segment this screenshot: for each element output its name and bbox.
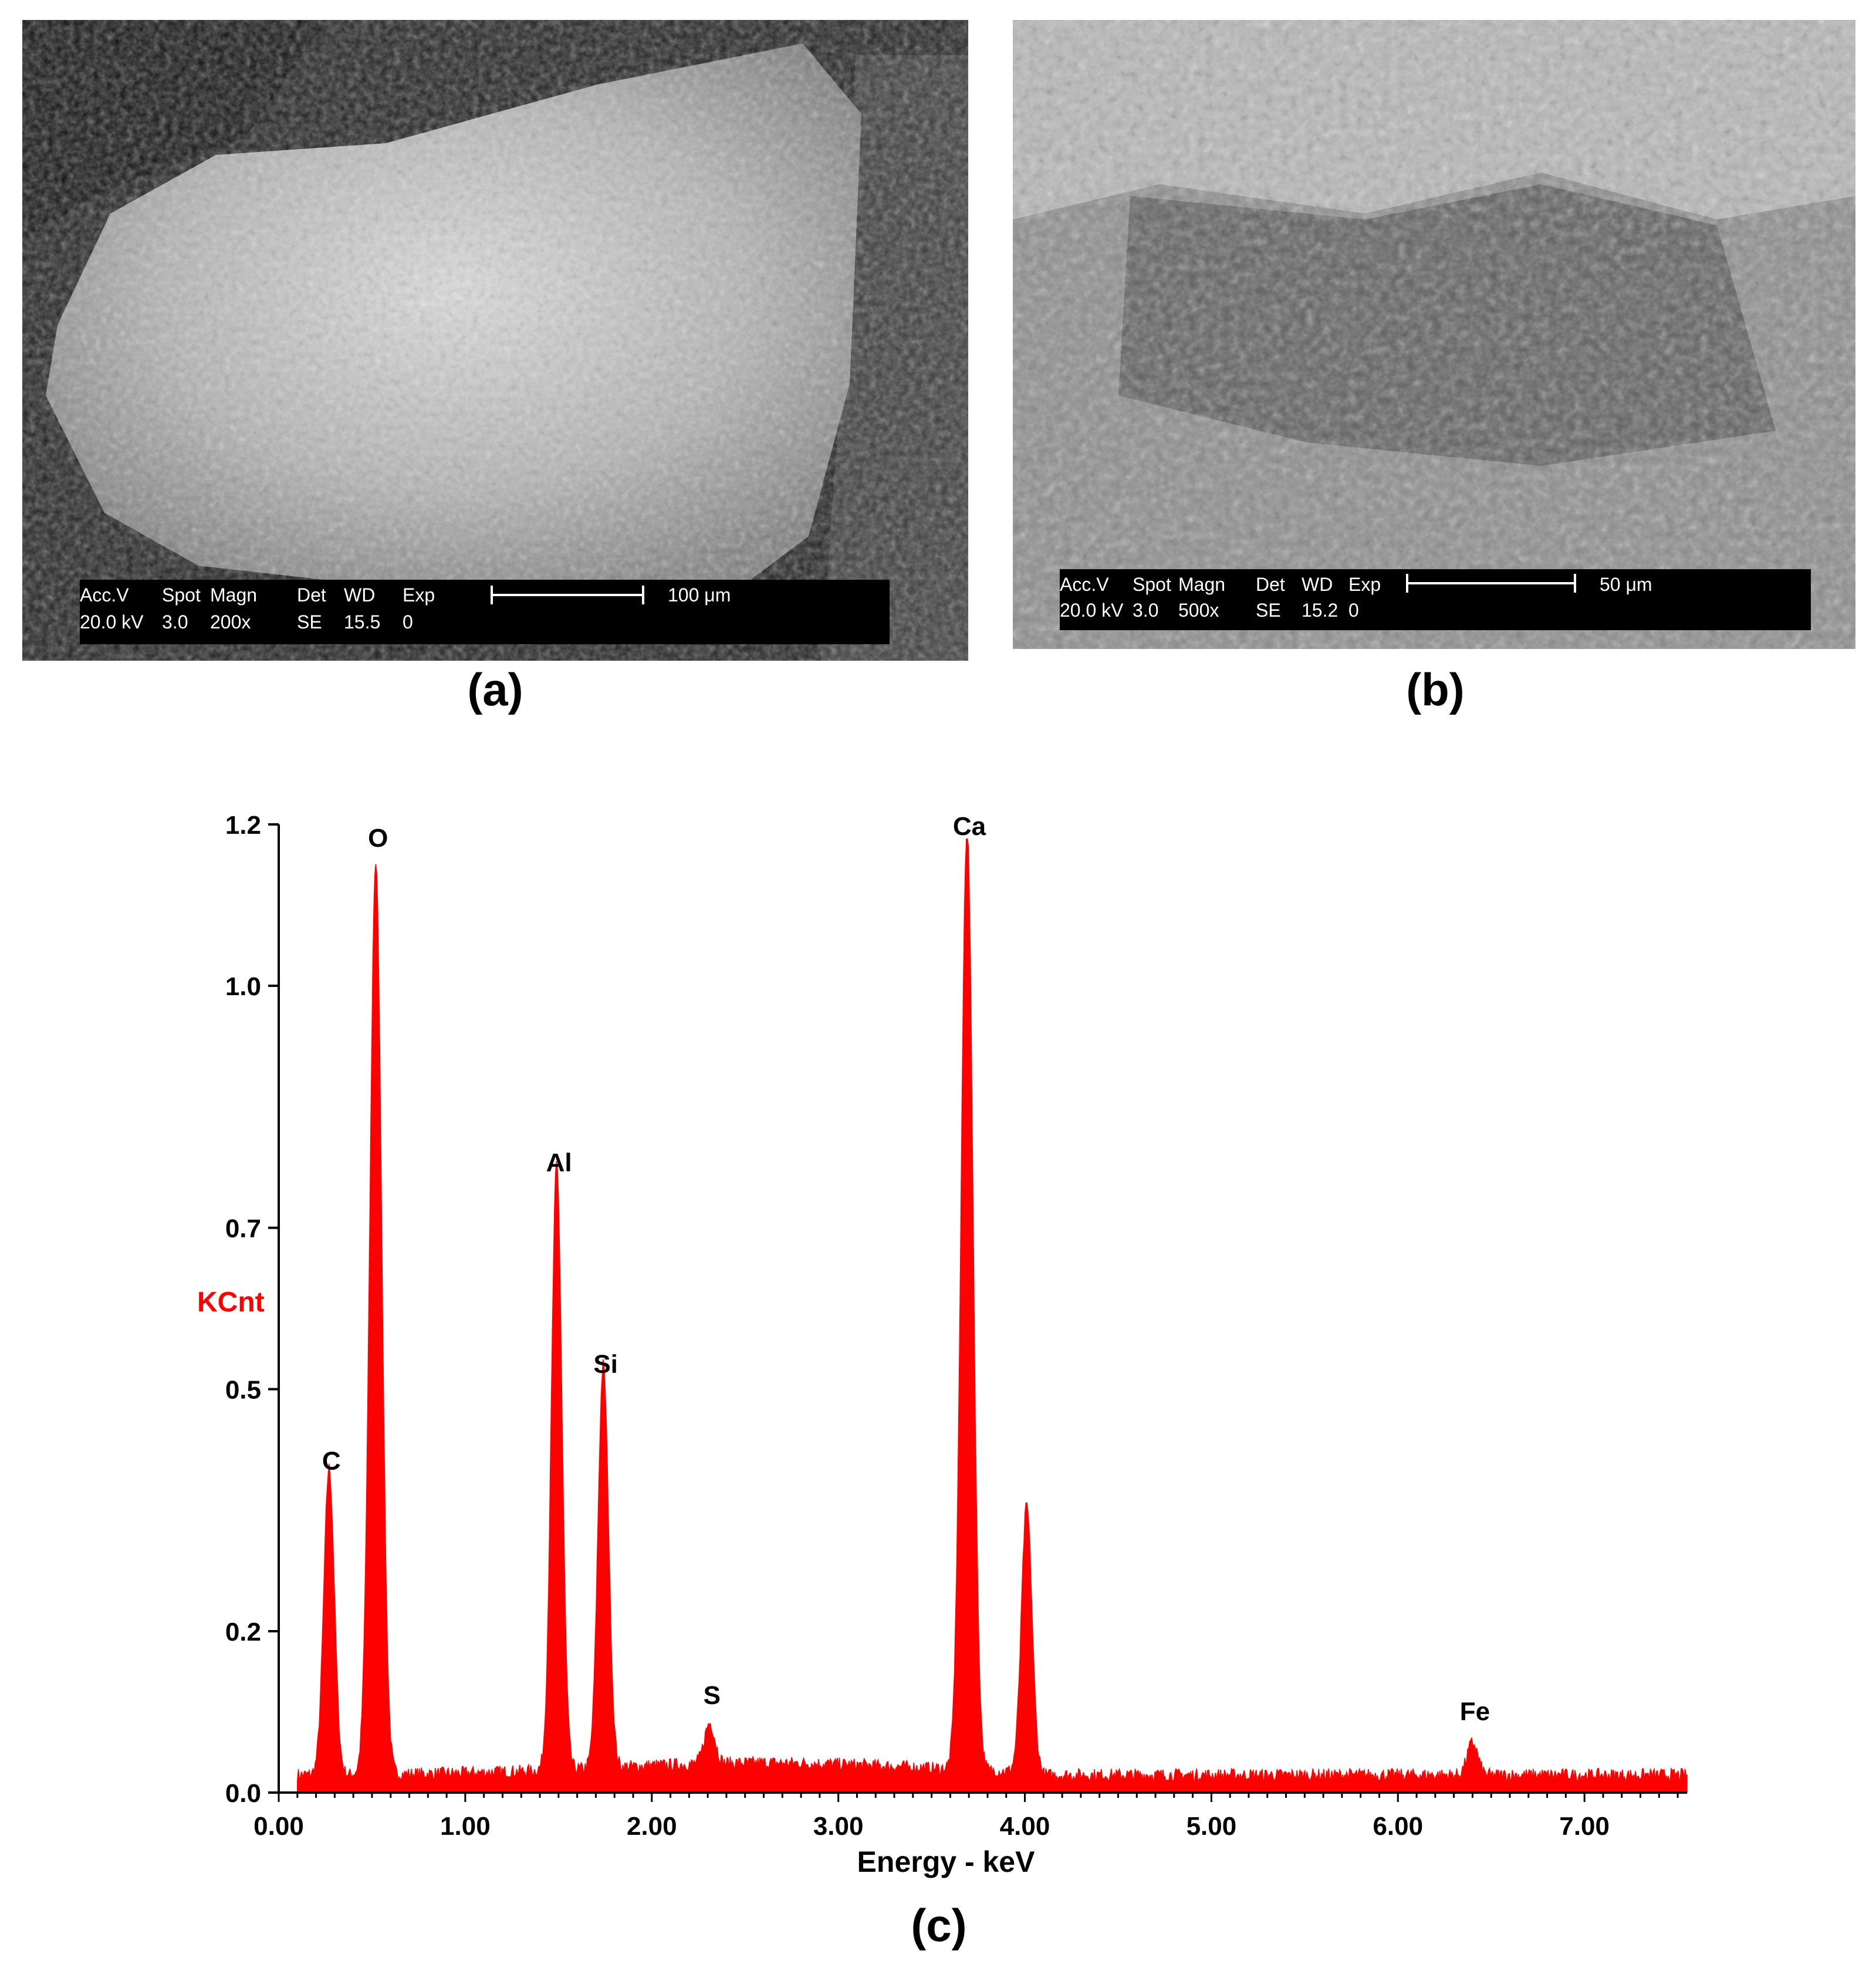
x-tick-label: 4.00 — [1000, 1812, 1050, 1841]
peak-label-ca: Ca — [953, 812, 986, 841]
x-tick-label: 2.00 — [627, 1812, 677, 1841]
val-accv: 20.0 kV — [1060, 600, 1124, 621]
x-axis-label: Energy - keV — [857, 1845, 1036, 1878]
hdr-magn: Magn — [1178, 574, 1226, 595]
scale-bar-b — [1406, 582, 1576, 584]
x-tick-label: 1.00 — [440, 1812, 491, 1841]
x-ticks-group: 0.00 1.00 2.00 3.00 4.00 5.00 6.00 7.00 — [253, 1793, 1679, 1841]
scale-label-b: 50 μm — [1600, 574, 1652, 595]
peak-label-si: Si — [593, 1350, 618, 1379]
x-tick-label: 0.00 — [253, 1812, 304, 1841]
val-wd: 15.5 — [344, 611, 381, 633]
scale-bar-a — [491, 594, 644, 596]
hdr-magn: Magn — [210, 584, 258, 606]
peak-label-s: S — [704, 1681, 721, 1710]
sem-texture-b — [1013, 20, 1855, 649]
val-exp: 0 — [403, 611, 413, 633]
x-tick-label: 5.00 — [1187, 1812, 1237, 1841]
hdr-det: Det — [1256, 574, 1285, 595]
hdr-wd: WD — [344, 584, 376, 606]
hdr-exp: Exp — [403, 584, 435, 606]
hdr-wd: WD — [1302, 574, 1333, 595]
val-exp: 0 — [1348, 600, 1359, 621]
val-spot: 3.0 — [1133, 600, 1159, 621]
scale-bar-b-left-tick — [1406, 574, 1408, 593]
val-magn: 200x — [210, 611, 251, 633]
panel-label-a: (a) — [467, 664, 523, 715]
peak-label-c: C — [322, 1447, 341, 1476]
sem-texture-a — [22, 20, 968, 661]
scale-bar-a-left-tick — [491, 586, 493, 604]
val-accv: 20.0 kV — [80, 611, 144, 633]
x-tick-label: 7.00 — [1559, 1812, 1610, 1841]
y-tick-label: 0.0 — [225, 1779, 261, 1808]
peak-label-al: Al — [546, 1148, 572, 1177]
y-tick-label: 0.2 — [225, 1618, 261, 1646]
y-tick-label: 1.2 — [225, 811, 261, 840]
hdr-det: Det — [297, 584, 326, 606]
val-spot: 3.0 — [162, 611, 188, 633]
eds-spectrum-chart: 0.0 0.2 0.5 0.7 1.0 1.2 0.00 1.00 2.00 3.00 4.00 5… — [197, 811, 1688, 1951]
val-det: SE — [297, 611, 322, 633]
sem-info-bar-b: Acc.V Spot Magn Det WD Exp 20.0 kV 3.0 5… — [1060, 569, 1811, 630]
scale-bar-b-right-tick — [1574, 574, 1576, 593]
scale-label-a: 100 μm — [668, 584, 731, 606]
peak-label-fe: Fe — [1460, 1697, 1490, 1726]
val-magn: 500x — [1178, 600, 1219, 621]
x-tick-label: 3.00 — [813, 1812, 864, 1841]
peak-labels-group: C O Al Si S Ca Fe — [322, 812, 1490, 1726]
y-tick-label: 1.0 — [225, 972, 261, 1001]
y-tick-label: 0.5 — [225, 1376, 261, 1405]
val-det: SE — [1256, 600, 1281, 621]
panel-label-c: (c) — [911, 1899, 966, 1951]
hdr-spot: Spot — [162, 584, 201, 606]
y-ticks-group: 0.0 0.2 0.5 0.7 1.0 1.2 — [225, 811, 279, 1808]
spectrum-series — [297, 838, 1688, 1793]
hdr-spot: Spot — [1133, 574, 1171, 595]
sem-image-b: Acc.V Spot Magn Det WD Exp 20.0 kV 3.0 5… — [1013, 20, 1855, 649]
hdr-accv: Acc.V — [1060, 574, 1109, 595]
sem-image-a: Acc.V Spot Magn Det WD Exp 20.0 kV 3.0 2… — [22, 20, 968, 661]
x-tick-label: 6.00 — [1373, 1812, 1423, 1841]
y-axis-label: KCnt — [197, 1287, 265, 1318]
panel-label-b: (b) — [1406, 664, 1465, 715]
val-wd: 15.2 — [1302, 600, 1338, 621]
spectrum-area-group — [297, 838, 1688, 1793]
scale-bar-a-right-tick — [642, 586, 644, 604]
hdr-accv: Acc.V — [80, 584, 129, 606]
sem-info-bar-a: Acc.V Spot Magn Det WD Exp 20.0 kV 3.0 2… — [80, 580, 890, 644]
y-tick-label: 0.7 — [225, 1215, 261, 1243]
peak-label-o: O — [368, 824, 388, 853]
hdr-exp: Exp — [1348, 574, 1381, 595]
